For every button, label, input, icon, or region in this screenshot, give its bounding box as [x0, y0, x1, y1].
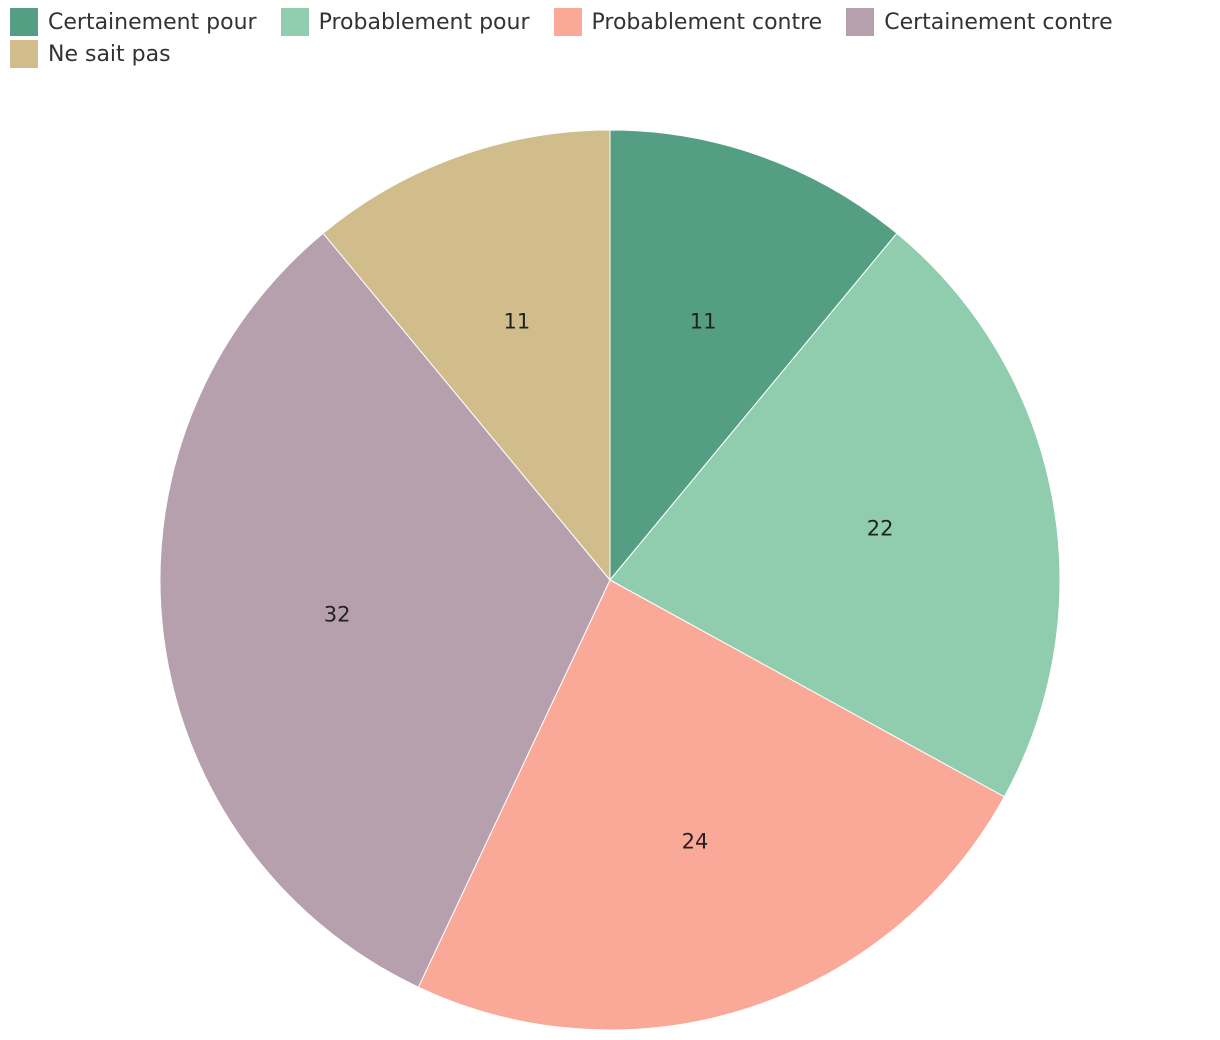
legend-swatch — [553, 8, 582, 36]
legend-label: Ne sait pas — [48, 41, 171, 67]
slice-value-label: 32 — [324, 602, 351, 626]
slice-value-label: 11 — [690, 309, 717, 333]
legend-label: Probablement contre — [591, 9, 823, 35]
legend-swatch — [846, 8, 875, 36]
pie-slices — [159, 129, 1061, 1031]
legend-item: Probablement contre — [553, 8, 823, 36]
slice-value-label: 11 — [503, 309, 530, 333]
legend-label: Certainement contre — [884, 9, 1113, 35]
slice-value-label: 22 — [867, 516, 894, 540]
pie-slice — [159, 232, 611, 988]
legend-item: Ne sait pas — [10, 40, 171, 68]
legend-item: Certainement pour — [10, 8, 257, 36]
pie-labels: 11 22 24 32 11 — [324, 309, 894, 853]
legend-item: Probablement pour — [280, 8, 530, 36]
pie-slice — [609, 232, 1061, 798]
pie-slice — [609, 129, 898, 582]
legend-label: Probablement pour — [318, 9, 530, 35]
legend-swatch — [10, 40, 38, 68]
slice-value-label: 24 — [682, 830, 709, 854]
legend-swatch — [280, 8, 309, 36]
pie-slice — [417, 579, 1006, 1031]
legend-swatch — [10, 8, 38, 36]
chart-legend: Certainement pour Probablement pour Probab… — [10, 8, 1210, 68]
pie-slice — [322, 129, 611, 582]
legend-label: Certainement pour — [48, 9, 257, 35]
legend-item: Certainement contre — [846, 8, 1113, 36]
